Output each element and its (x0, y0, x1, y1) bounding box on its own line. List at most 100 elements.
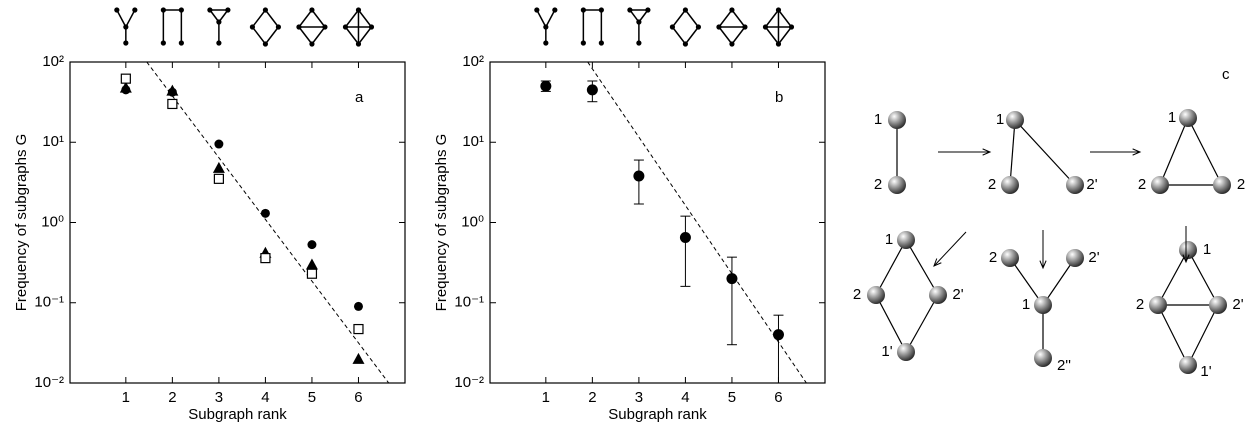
motif-node (534, 7, 540, 13)
graph-node (1179, 109, 1197, 127)
motif-node (249, 24, 256, 30)
graph-edge (1157, 304, 1189, 366)
node-label: 2 (989, 249, 997, 266)
motif-node (580, 40, 586, 46)
graph-edge (1009, 257, 1044, 306)
graph-node (867, 286, 885, 304)
point (307, 240, 317, 250)
motif-edge (264, 26, 280, 45)
graph-node (929, 286, 947, 304)
motif-node (123, 24, 129, 30)
node-label: 2 (874, 176, 882, 193)
motif-node (580, 7, 586, 13)
graph-edge (1159, 117, 1189, 186)
motif-node (342, 24, 349, 30)
motif-node (296, 24, 302, 30)
node-label: 2' (952, 286, 963, 303)
graph-node (1066, 249, 1084, 267)
graph-node (1213, 176, 1231, 194)
graph-edge (1187, 117, 1223, 186)
motif-node (262, 41, 269, 47)
motif-node (355, 7, 362, 13)
node-label: 2' (1088, 249, 1099, 266)
point (352, 352, 365, 364)
motif-node (729, 7, 735, 13)
motif-node (355, 41, 362, 47)
point (214, 139, 224, 149)
y-tick-label: 10² (42, 53, 64, 70)
motif-node (216, 40, 222, 46)
motif-edge (718, 9, 733, 28)
motif-node (262, 7, 269, 13)
motif-edge (731, 9, 746, 28)
node-label: 1 (885, 231, 893, 248)
y-axis-label: Frequency of subgraphs G (433, 134, 450, 312)
x-tick-label: 6 (354, 389, 362, 406)
motif-node (225, 7, 231, 13)
point (167, 98, 178, 110)
plot-frame (69, 61, 406, 384)
motif-edge (251, 26, 267, 45)
motif-node (207, 7, 213, 13)
graph-node (1001, 176, 1019, 194)
point (260, 253, 271, 264)
arrow-head (982, 148, 992, 156)
point (213, 173, 224, 184)
point (540, 80, 552, 92)
motif-edge (671, 26, 687, 45)
x-axis-label: Subgraph rank (608, 406, 707, 423)
motif-node (598, 40, 604, 46)
point (726, 273, 738, 285)
fit-line (146, 62, 390, 383)
motif-node (636, 40, 642, 46)
motif-edge (298, 26, 313, 45)
motif-edge (764, 26, 780, 45)
graph-edge (875, 239, 907, 296)
motif-edge (671, 9, 687, 28)
motif-node (742, 24, 748, 30)
arrow-head (1132, 148, 1142, 156)
graph-node (1066, 176, 1084, 194)
y-tick-label: 10⁻² (34, 374, 64, 391)
x-tick-label: 5 (308, 389, 316, 406)
motif-edge (536, 9, 547, 28)
point (353, 301, 363, 311)
y-tick-label: 10⁰ (461, 213, 484, 230)
graph-node (1151, 176, 1169, 194)
graph-node (897, 231, 915, 249)
point (120, 73, 131, 84)
motif-edge (311, 9, 326, 28)
node-label: 1' (881, 343, 892, 360)
graph-node (888, 176, 906, 194)
motif-node (275, 24, 282, 30)
point (166, 84, 179, 96)
motif-node (160, 7, 166, 13)
x-tick-label: 3 (635, 389, 643, 406)
motif-edge (357, 26, 373, 45)
motif-node (309, 7, 315, 13)
motif-edge (764, 9, 780, 28)
arrow-head (1039, 260, 1047, 270)
motif-edge (298, 9, 313, 28)
node-label: 2' (1232, 296, 1243, 313)
point (353, 323, 364, 335)
graph-node (888, 111, 906, 129)
motif-edge (344, 9, 360, 28)
motif-edge (264, 9, 280, 28)
y-tick-label: 10⁻² (454, 374, 484, 391)
x-tick-label: 4 (681, 389, 689, 406)
motif-node (114, 7, 120, 13)
motif-node (682, 7, 689, 13)
point (633, 170, 645, 182)
x-tick-label: 1 (122, 389, 130, 406)
motif-node (160, 40, 166, 46)
motif-edge (357, 9, 373, 28)
point (586, 84, 598, 96)
motif-edge (344, 26, 360, 45)
x-tick-label: 1 (542, 389, 550, 406)
motif-edge (116, 9, 127, 28)
motif-node (775, 7, 782, 13)
motif-node (123, 40, 129, 46)
graph-edge (1009, 119, 1016, 186)
node-label: 2 (853, 286, 861, 303)
